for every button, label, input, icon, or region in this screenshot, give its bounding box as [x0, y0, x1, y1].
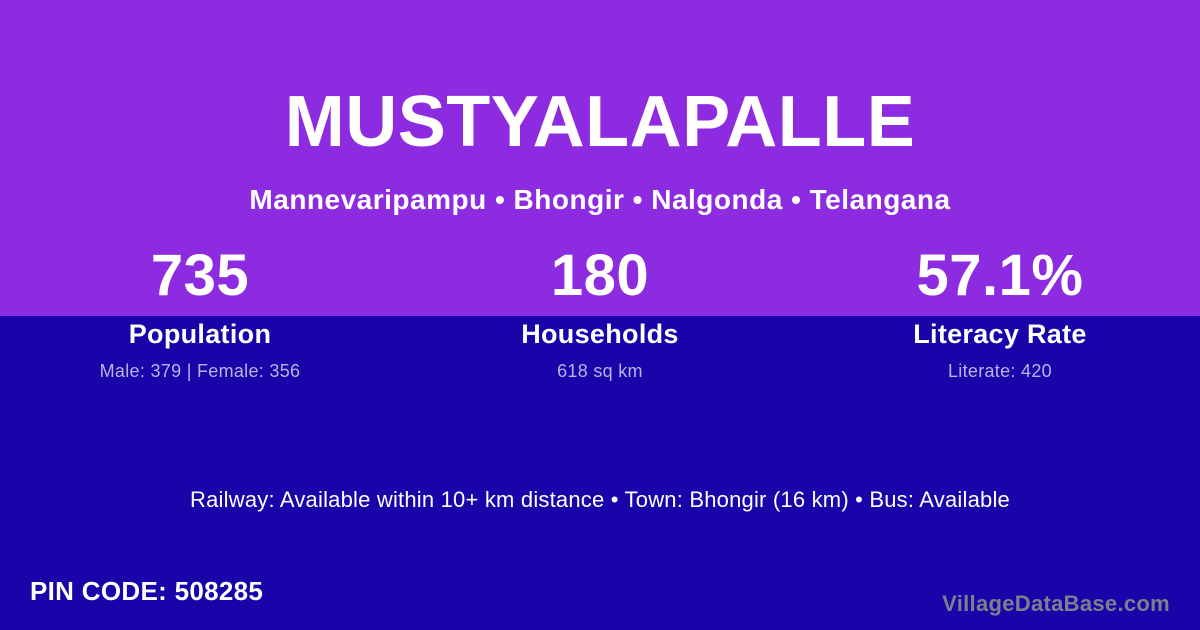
literacy-stat: 57.1% Literacy Rate Literate: 420	[800, 247, 1200, 382]
indigo-background-panel	[0, 316, 1200, 630]
village-name-title: MUSTYALAPALLE	[284, 82, 916, 162]
stats-row: 735 Population Male: 379 | Female: 356 1…	[0, 247, 1200, 382]
literacy-value: 57.1%	[916, 243, 1084, 308]
households-label: Households	[521, 319, 679, 349]
location-breadcrumb: Mannevaripampu • Bhongir • Nalgonda • Te…	[249, 184, 951, 215]
population-label: Population	[128, 319, 272, 349]
purple-background-panel	[0, 0, 1200, 316]
population-stat: 735 Population Male: 379 | Female: 356	[0, 247, 400, 382]
transport-availability-line: Railway: Available within 10+ km distanc…	[190, 487, 1010, 512]
households-detail: 618 sq km	[557, 361, 643, 381]
households-value: 180	[550, 243, 650, 308]
literacy-detail: Literate: 420	[947, 361, 1052, 381]
literacy-label: Literacy Rate	[913, 319, 1087, 349]
households-stat: 180 Households 618 sq km	[400, 247, 800, 382]
pin-code-text: PIN CODE: 508285	[30, 576, 264, 606]
population-value: 735	[150, 243, 250, 308]
population-detail: Male: 379 | Female: 356	[99, 361, 301, 381]
site-watermark: VillageDataBase.com	[942, 591, 1170, 616]
